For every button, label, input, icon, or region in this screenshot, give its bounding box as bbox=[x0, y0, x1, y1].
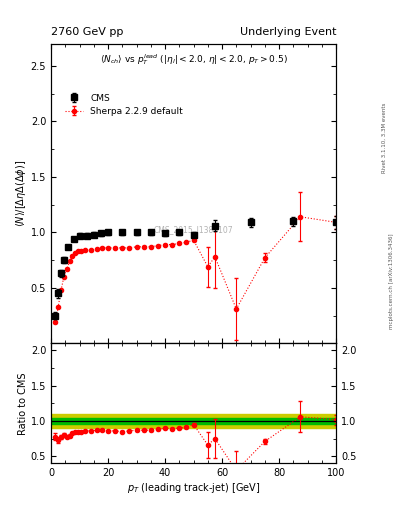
Text: mcplots.cern.ch [arXiv:1306.3436]: mcplots.cern.ch [arXiv:1306.3436] bbox=[389, 234, 393, 329]
Bar bbox=[51, 414, 336, 428]
Y-axis label: $\langle N\rangle/[\Delta\eta\Delta(\Delta\phi)]$: $\langle N\rangle/[\Delta\eta\Delta(\Del… bbox=[14, 160, 28, 227]
Text: CMS_2015_I1385107: CMS_2015_I1385107 bbox=[154, 225, 233, 234]
Y-axis label: Ratio to CMS: Ratio to CMS bbox=[18, 372, 28, 435]
X-axis label: $p_T$ (leading track-jet) [GeV]: $p_T$ (leading track-jet) [GeV] bbox=[127, 481, 260, 495]
Text: Rivet 3.1.10, 3.3M events: Rivet 3.1.10, 3.3M events bbox=[382, 103, 387, 174]
Text: 2760 GeV pp: 2760 GeV pp bbox=[51, 27, 123, 37]
Text: Underlying Event: Underlying Event bbox=[239, 27, 336, 37]
Text: $\langle N_{ch}\rangle$ vs $p_T^{lead}$ ($|\eta_l|<2.0$, $\eta|<2.0$, $p_T>0.5$): $\langle N_{ch}\rangle$ vs $p_T^{lead}$ … bbox=[99, 53, 288, 68]
Legend: CMS, Sherpa 2.2.9 default: CMS, Sherpa 2.2.9 default bbox=[61, 90, 187, 120]
Bar bbox=[51, 418, 336, 424]
